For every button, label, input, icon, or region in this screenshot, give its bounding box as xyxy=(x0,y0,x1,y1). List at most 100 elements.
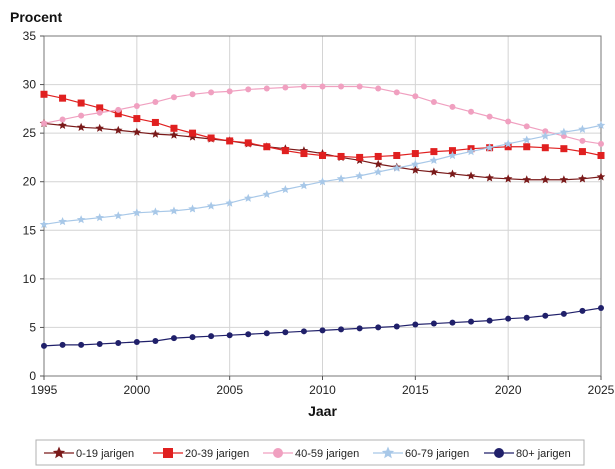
data-point xyxy=(522,175,532,184)
data-point xyxy=(375,85,382,92)
data-point xyxy=(189,129,197,137)
data-point xyxy=(504,143,512,151)
legend-label: 80+ jarigen xyxy=(516,448,571,460)
data-point xyxy=(579,137,586,144)
y-tick-label: 10 xyxy=(23,272,37,286)
data-point xyxy=(596,120,606,130)
series-60-79-jarigen xyxy=(39,120,606,229)
data-point xyxy=(430,320,437,327)
data-point xyxy=(113,125,123,134)
data-point xyxy=(263,143,271,151)
data-point xyxy=(485,143,494,152)
legend-marker xyxy=(273,448,283,458)
data-point xyxy=(189,334,196,341)
data-point xyxy=(597,151,605,159)
data-point xyxy=(373,167,383,176)
data-point xyxy=(115,339,122,346)
data-point xyxy=(225,198,234,207)
data-point xyxy=(319,151,326,159)
data-point xyxy=(336,174,346,183)
data-point xyxy=(598,140,604,147)
data-point xyxy=(411,150,419,158)
data-point xyxy=(41,342,47,349)
data-point xyxy=(337,152,345,160)
data-point xyxy=(300,150,308,158)
data-point xyxy=(375,324,382,331)
data-point xyxy=(151,207,160,216)
x-tick-label: 2010 xyxy=(309,383,336,397)
x-tick-label: 2000 xyxy=(123,383,150,397)
data-point xyxy=(189,91,196,98)
x-tick-label: 2025 xyxy=(588,383,615,397)
data-point xyxy=(523,123,530,130)
data-point xyxy=(300,328,307,335)
data-point xyxy=(133,115,141,123)
data-point xyxy=(596,172,606,181)
data-point xyxy=(468,318,475,325)
data-point xyxy=(430,99,437,106)
data-point xyxy=(560,145,568,153)
data-point xyxy=(243,193,253,202)
data-point xyxy=(503,139,513,148)
y-tick-label: 35 xyxy=(23,29,37,43)
data-point xyxy=(133,102,140,109)
data-point xyxy=(486,317,493,324)
data-point xyxy=(282,84,289,91)
series-layer xyxy=(39,83,606,349)
data-point xyxy=(113,211,123,220)
data-point xyxy=(226,137,234,145)
data-point xyxy=(208,333,215,340)
data-point xyxy=(78,341,85,348)
data-point xyxy=(429,167,439,176)
data-point xyxy=(466,147,476,156)
legend-item: 0-19 jarigen xyxy=(44,446,134,460)
y-axis-ticks: 0 5 10 15 20 25 30 35 xyxy=(23,29,44,383)
legend-item: 60-79 jarigen xyxy=(373,446,469,460)
data-point xyxy=(263,330,270,337)
data-point xyxy=(578,174,587,183)
data-point xyxy=(300,83,307,90)
data-point xyxy=(95,213,104,222)
data-point xyxy=(76,215,86,224)
data-point xyxy=(58,217,67,226)
data-point xyxy=(226,332,233,339)
data-point xyxy=(170,94,177,101)
y-tick-label: 25 xyxy=(23,126,37,140)
data-point xyxy=(505,118,512,125)
data-point xyxy=(170,124,178,132)
data-point xyxy=(78,112,85,119)
legend-item: 80+ jarigen xyxy=(484,448,571,460)
data-point xyxy=(356,83,363,90)
data-point xyxy=(169,130,179,139)
legend-marker xyxy=(494,448,504,458)
data-point xyxy=(429,155,439,164)
data-point xyxy=(448,169,457,178)
data-point xyxy=(59,341,66,348)
series-80-jarigen xyxy=(41,305,604,349)
data-point xyxy=(281,184,290,194)
data-point xyxy=(373,159,383,168)
legend-marker xyxy=(381,446,395,459)
y-tick-label: 5 xyxy=(29,320,36,334)
data-point xyxy=(319,327,326,334)
data-point xyxy=(244,139,252,147)
data-point xyxy=(263,85,270,92)
data-point xyxy=(559,175,569,184)
legend-label: 0-19 jarigen xyxy=(76,448,134,460)
legend-marker xyxy=(163,448,173,458)
data-point xyxy=(299,181,309,190)
data-point xyxy=(411,159,420,168)
data-point xyxy=(152,99,159,106)
data-point xyxy=(374,152,382,160)
x-axis-ticks: 1995 2000 2005 2010 2015 2020 2025 xyxy=(31,376,615,397)
data-point xyxy=(96,109,103,116)
data-point xyxy=(58,120,67,130)
data-point xyxy=(448,150,457,160)
data-point xyxy=(542,128,549,135)
data-point xyxy=(449,319,456,326)
x-tick-label: 2020 xyxy=(495,383,522,397)
legend-label: 40-59 jarigen xyxy=(295,448,359,460)
data-point xyxy=(338,83,345,90)
data-point xyxy=(355,171,364,180)
data-point xyxy=(468,108,475,115)
